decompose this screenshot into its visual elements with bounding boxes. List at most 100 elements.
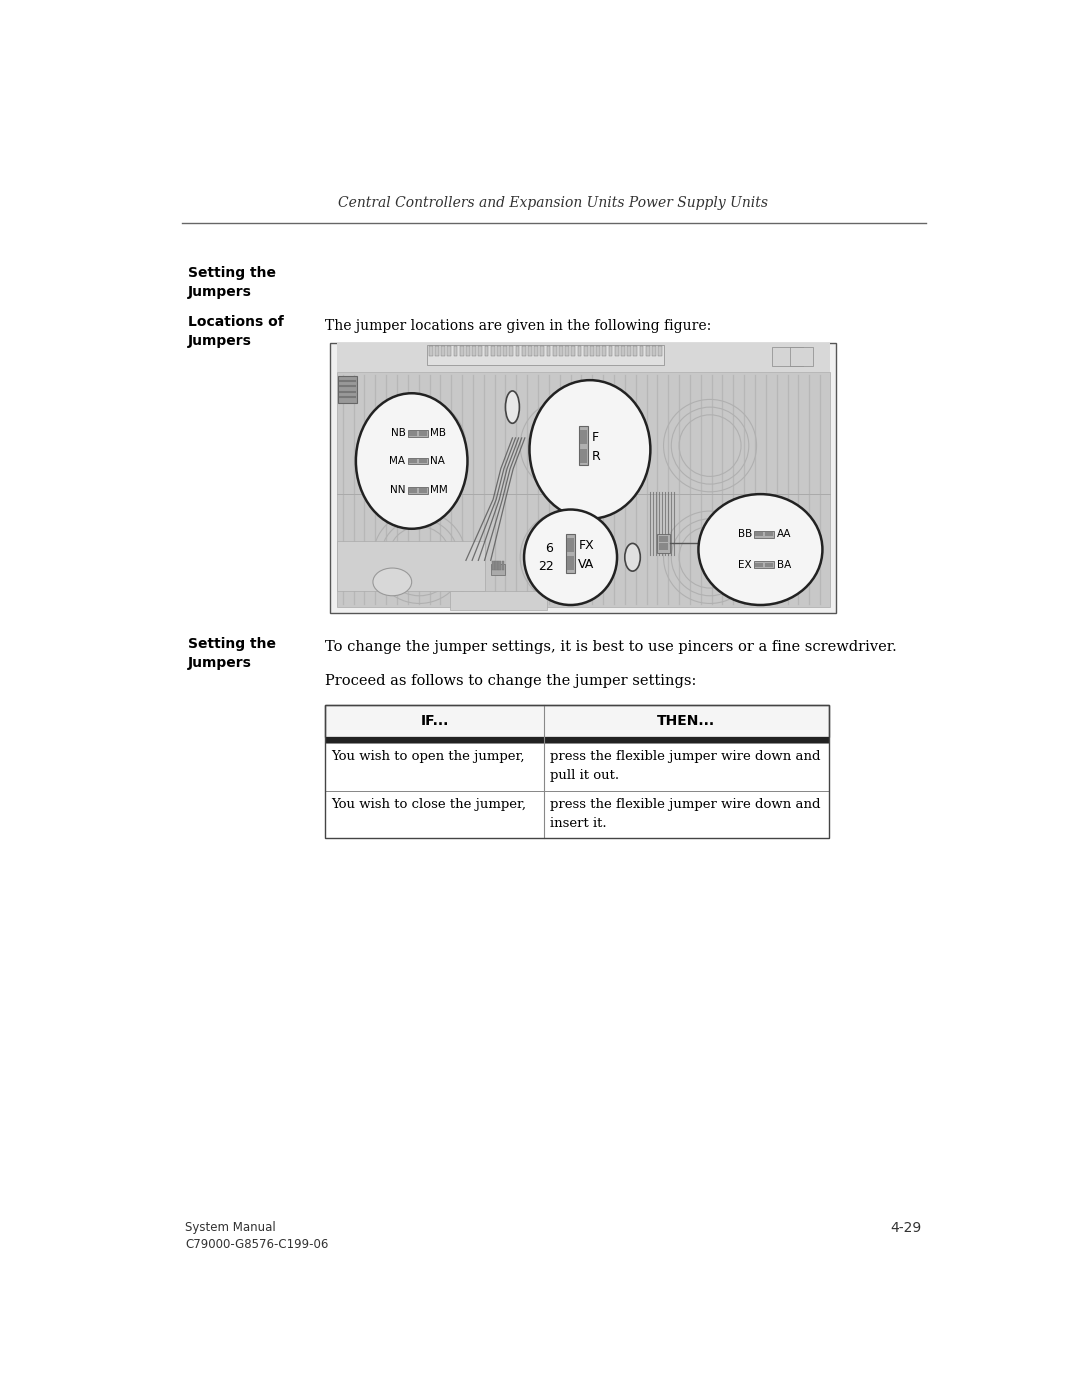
Text: R: R xyxy=(592,450,600,462)
Bar xyxy=(409,458,417,464)
Bar xyxy=(325,743,828,791)
Bar xyxy=(409,488,417,493)
Text: BA: BA xyxy=(777,560,791,570)
Bar xyxy=(659,543,669,549)
Bar xyxy=(325,705,828,738)
Text: press the flexible jumper wire down and
insert it.: press the flexible jumper wire down and … xyxy=(550,798,821,830)
Text: The jumper locations are given in the following figure:: The jumper locations are given in the fo… xyxy=(325,319,711,332)
Bar xyxy=(755,532,764,536)
Bar xyxy=(627,346,631,356)
Bar xyxy=(659,535,669,542)
Bar xyxy=(565,346,569,356)
Bar xyxy=(465,346,470,356)
Bar xyxy=(567,556,575,570)
Bar xyxy=(419,488,427,493)
Bar xyxy=(460,346,463,356)
Bar xyxy=(435,346,438,356)
Text: FX: FX xyxy=(578,539,594,552)
Bar xyxy=(330,344,836,613)
Text: IF...: IF... xyxy=(420,714,448,728)
Bar xyxy=(522,346,526,356)
Bar xyxy=(766,563,773,567)
Text: Central Controllers and Expansion Units Power Supply Units: Central Controllers and Expansion Units … xyxy=(338,196,769,210)
Text: BB: BB xyxy=(738,529,752,539)
Text: To change the jumper settings, it is best to use pincers or a fine screwdriver.: To change the jumper settings, it is bes… xyxy=(325,640,896,654)
Bar xyxy=(578,346,581,356)
Ellipse shape xyxy=(529,380,650,518)
Bar xyxy=(528,346,531,356)
Bar xyxy=(566,534,576,573)
Ellipse shape xyxy=(373,569,411,595)
Bar xyxy=(567,538,575,552)
Bar xyxy=(503,346,507,356)
Text: press the flexible jumper wire down and
pull it out.: press the flexible jumper wire down and … xyxy=(550,750,821,782)
Text: MB: MB xyxy=(430,429,446,439)
Bar xyxy=(454,346,458,356)
Bar xyxy=(485,346,488,356)
Text: MM: MM xyxy=(430,485,448,496)
Bar xyxy=(325,705,828,838)
Bar xyxy=(441,346,445,356)
Ellipse shape xyxy=(356,393,468,529)
Bar xyxy=(615,346,619,356)
Bar xyxy=(497,346,501,356)
Text: Proceed as follows to change the jumper settings:: Proceed as follows to change the jumper … xyxy=(325,675,697,689)
Bar xyxy=(652,346,656,356)
Text: EX: EX xyxy=(739,560,752,570)
Bar xyxy=(499,562,501,570)
Text: System Manual
C79000-G8576-C199-06: System Manual C79000-G8576-C199-06 xyxy=(186,1221,328,1250)
Ellipse shape xyxy=(699,495,823,605)
Bar xyxy=(472,346,476,356)
Text: Setting the
Jumpers: Setting the Jumpers xyxy=(188,637,275,669)
Bar xyxy=(658,534,670,553)
Bar xyxy=(754,531,774,538)
Text: NN: NN xyxy=(390,485,405,496)
Ellipse shape xyxy=(505,391,519,423)
Bar xyxy=(772,346,804,366)
Bar xyxy=(754,562,774,569)
Bar xyxy=(325,791,828,838)
Text: You wish to open the jumper,: You wish to open the jumper, xyxy=(332,750,525,763)
Bar xyxy=(579,426,589,465)
Bar xyxy=(419,432,427,436)
Bar xyxy=(337,344,831,373)
Ellipse shape xyxy=(524,510,617,605)
Bar xyxy=(409,432,417,436)
Bar xyxy=(639,346,644,356)
Bar xyxy=(325,738,828,743)
Bar xyxy=(429,346,433,356)
Bar xyxy=(490,346,495,356)
Ellipse shape xyxy=(625,543,640,571)
Text: 6: 6 xyxy=(545,542,554,555)
Text: MA: MA xyxy=(390,455,405,467)
Bar xyxy=(571,346,576,356)
Bar xyxy=(515,346,519,356)
Bar xyxy=(621,346,625,356)
Bar xyxy=(608,346,612,356)
Bar xyxy=(590,346,594,356)
Bar xyxy=(337,541,485,591)
Bar xyxy=(447,346,451,356)
Bar xyxy=(408,486,428,493)
Text: Setting the
Jumpers: Setting the Jumpers xyxy=(188,267,275,299)
Bar xyxy=(755,563,764,567)
Text: F: F xyxy=(592,432,598,444)
Bar xyxy=(789,346,813,366)
Text: VA: VA xyxy=(578,557,595,571)
Text: THEN...: THEN... xyxy=(658,714,715,728)
Bar xyxy=(553,346,556,356)
Bar xyxy=(501,562,504,570)
Text: AA: AA xyxy=(777,529,792,539)
Bar xyxy=(583,346,588,356)
Bar xyxy=(646,346,649,356)
Bar xyxy=(337,373,831,606)
Bar xyxy=(450,591,548,610)
Bar xyxy=(559,346,563,356)
Bar xyxy=(490,564,504,576)
Bar xyxy=(658,346,662,356)
Bar xyxy=(766,532,773,536)
Bar xyxy=(603,346,606,356)
Bar xyxy=(338,376,356,404)
Text: Locations of
Jumpers: Locations of Jumpers xyxy=(188,316,283,348)
Bar xyxy=(510,346,513,356)
